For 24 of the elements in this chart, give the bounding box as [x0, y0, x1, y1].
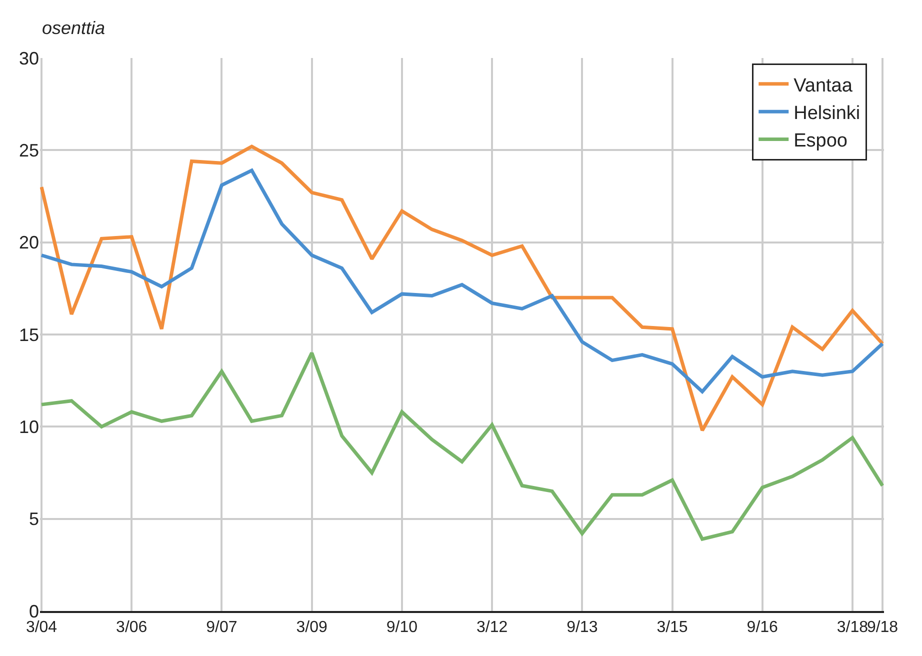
- x-tick-label: 3/06: [116, 618, 148, 636]
- legend-label: Espoo: [794, 130, 848, 152]
- x-tick-label: 9/16: [746, 618, 778, 636]
- x-tick-label: 9/10: [386, 618, 418, 636]
- x-tick-label: 3/15: [656, 618, 688, 636]
- y-tick-label: 10: [18, 416, 39, 437]
- x-tick-label: 9/07: [206, 618, 238, 636]
- y-tick-label: 0: [28, 601, 39, 622]
- x-tick-label: 3/09: [296, 618, 328, 636]
- x-tick-label: 3/18: [836, 618, 868, 636]
- line-series: [40, 168, 884, 394]
- y-tick-label: 30: [18, 48, 39, 68]
- legend-label: Helsinki: [794, 102, 860, 124]
- legend-label: Vantaa: [794, 75, 853, 96]
- y-axis-title: osenttia: [42, 18, 106, 38]
- x-tick-label: 9/18: [866, 618, 898, 636]
- y-tick-label: 25: [18, 140, 39, 160]
- y-tick-label: 15: [18, 324, 39, 345]
- x-tick-label: 3/04: [26, 618, 58, 636]
- y-tick-label: 20: [18, 232, 39, 253]
- x-tick-label: 3/12: [476, 618, 508, 636]
- x-tick-label: 9/13: [566, 618, 598, 636]
- y-tick-label: 5: [28, 509, 39, 530]
- line-series: [40, 351, 884, 541]
